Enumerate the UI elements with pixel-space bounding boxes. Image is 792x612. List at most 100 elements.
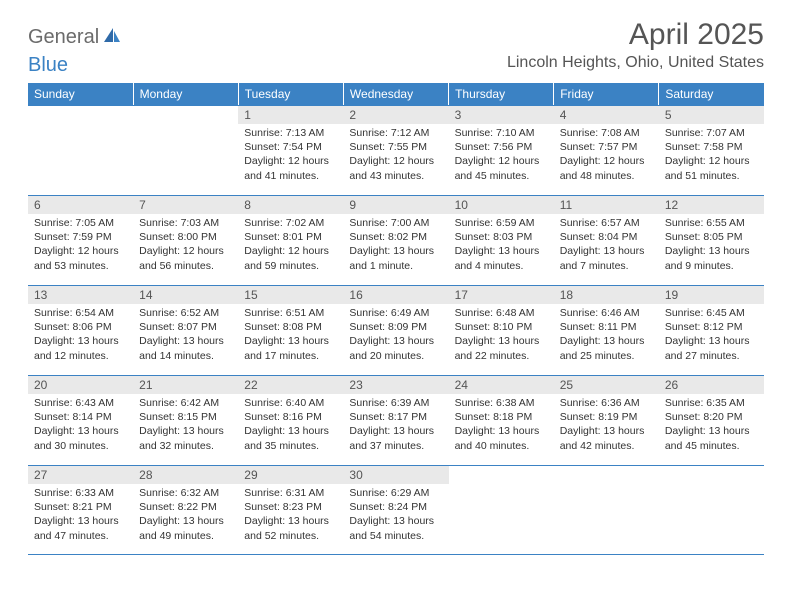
calendar-cell: 8Sunrise: 7:02 AMSunset: 8:01 PMDaylight… xyxy=(238,195,343,285)
day-details: Sunrise: 7:00 AMSunset: 8:02 PMDaylight:… xyxy=(343,214,448,277)
logo-text-general: General xyxy=(28,26,99,49)
day-cell: 8Sunrise: 7:02 AMSunset: 8:01 PMDaylight… xyxy=(238,195,343,285)
calendar-cell: 24Sunrise: 6:38 AMSunset: 8:18 PMDayligh… xyxy=(449,375,554,465)
day-sunset: Sunset: 8:05 PM xyxy=(665,230,758,244)
day-cell: 9Sunrise: 7:00 AMSunset: 8:02 PMDaylight… xyxy=(343,195,448,285)
day-details: Sunrise: 7:05 AMSunset: 7:59 PMDaylight:… xyxy=(28,214,133,277)
day-sunrise: Sunrise: 6:52 AM xyxy=(139,306,232,320)
calendar-cell xyxy=(28,105,133,195)
day-sunrise: Sunrise: 6:49 AM xyxy=(349,306,442,320)
day-daylight2: and 20 minutes. xyxy=(349,349,442,363)
day-daylight1: Daylight: 12 hours xyxy=(34,244,127,258)
day-number: 17 xyxy=(449,286,554,304)
day-daylight1: Daylight: 13 hours xyxy=(349,514,442,528)
calendar-cell: 11Sunrise: 6:57 AMSunset: 8:04 PMDayligh… xyxy=(554,195,659,285)
day-daylight2: and 32 minutes. xyxy=(139,439,232,453)
logo-sail-icon xyxy=(103,27,121,48)
calendar-cell: 13Sunrise: 6:54 AMSunset: 8:06 PMDayligh… xyxy=(28,285,133,375)
day-daylight2: and 53 minutes. xyxy=(34,259,127,273)
day-sunrise: Sunrise: 6:42 AM xyxy=(139,396,232,410)
day-daylight2: and 42 minutes. xyxy=(560,439,653,453)
day-sunset: Sunset: 8:17 PM xyxy=(349,410,442,424)
day-details: Sunrise: 6:31 AMSunset: 8:23 PMDaylight:… xyxy=(238,484,343,547)
day-sunrise: Sunrise: 6:31 AM xyxy=(244,486,337,500)
empty-cell xyxy=(28,105,133,195)
day-sunset: Sunset: 8:00 PM xyxy=(139,230,232,244)
day-details: Sunrise: 6:36 AMSunset: 8:19 PMDaylight:… xyxy=(554,394,659,457)
day-number: 21 xyxy=(133,376,238,394)
calendar-cell: 1Sunrise: 7:13 AMSunset: 7:54 PMDaylight… xyxy=(238,105,343,195)
day-number: 3 xyxy=(449,106,554,124)
day-sunset: Sunset: 7:54 PM xyxy=(244,140,337,154)
day-daylight1: Daylight: 13 hours xyxy=(455,244,548,258)
day-header: Friday xyxy=(554,83,659,105)
day-details: Sunrise: 6:46 AMSunset: 8:11 PMDaylight:… xyxy=(554,304,659,367)
day-details: Sunrise: 7:03 AMSunset: 8:00 PMDaylight:… xyxy=(133,214,238,277)
day-sunset: Sunset: 8:21 PM xyxy=(34,500,127,514)
day-number: 15 xyxy=(238,286,343,304)
day-cell: 11Sunrise: 6:57 AMSunset: 8:04 PMDayligh… xyxy=(554,195,659,285)
day-details: Sunrise: 7:12 AMSunset: 7:55 PMDaylight:… xyxy=(343,124,448,187)
day-sunset: Sunset: 8:01 PM xyxy=(244,230,337,244)
day-number: 5 xyxy=(659,106,764,124)
day-sunrise: Sunrise: 6:45 AM xyxy=(665,306,758,320)
day-daylight2: and 48 minutes. xyxy=(560,169,653,183)
day-sunset: Sunset: 7:55 PM xyxy=(349,140,442,154)
calendar-cell: 6Sunrise: 7:05 AMSunset: 7:59 PMDaylight… xyxy=(28,195,133,285)
day-sunrise: Sunrise: 7:10 AM xyxy=(455,126,548,140)
day-number: 7 xyxy=(133,196,238,214)
day-number: 1 xyxy=(238,106,343,124)
day-cell: 21Sunrise: 6:42 AMSunset: 8:15 PMDayligh… xyxy=(133,375,238,465)
day-sunrise: Sunrise: 6:57 AM xyxy=(560,216,653,230)
day-cell: 4Sunrise: 7:08 AMSunset: 7:57 PMDaylight… xyxy=(554,105,659,195)
day-number: 23 xyxy=(343,376,448,394)
day-details: Sunrise: 6:33 AMSunset: 8:21 PMDaylight:… xyxy=(28,484,133,547)
day-details: Sunrise: 6:48 AMSunset: 8:10 PMDaylight:… xyxy=(449,304,554,367)
day-sunset: Sunset: 8:12 PM xyxy=(665,320,758,334)
day-daylight1: Daylight: 13 hours xyxy=(455,334,548,348)
day-daylight1: Daylight: 13 hours xyxy=(455,424,548,438)
day-sunrise: Sunrise: 6:54 AM xyxy=(34,306,127,320)
day-sunset: Sunset: 8:15 PM xyxy=(139,410,232,424)
day-details: Sunrise: 6:49 AMSunset: 8:09 PMDaylight:… xyxy=(343,304,448,367)
day-sunrise: Sunrise: 7:07 AM xyxy=(665,126,758,140)
day-daylight2: and 47 minutes. xyxy=(34,529,127,543)
calendar-cell xyxy=(659,465,764,555)
day-details: Sunrise: 7:07 AMSunset: 7:58 PMDaylight:… xyxy=(659,124,764,187)
day-sunset: Sunset: 8:08 PM xyxy=(244,320,337,334)
day-daylight1: Daylight: 13 hours xyxy=(244,334,337,348)
day-daylight1: Daylight: 13 hours xyxy=(139,334,232,348)
calendar-cell: 20Sunrise: 6:43 AMSunset: 8:14 PMDayligh… xyxy=(28,375,133,465)
day-cell: 26Sunrise: 6:35 AMSunset: 8:20 PMDayligh… xyxy=(659,375,764,465)
day-header: Wednesday xyxy=(343,83,448,105)
calendar-header-row: Sunday Monday Tuesday Wednesday Thursday… xyxy=(28,83,764,105)
calendar-cell: 21Sunrise: 6:42 AMSunset: 8:15 PMDayligh… xyxy=(133,375,238,465)
calendar-cell: 9Sunrise: 7:00 AMSunset: 8:02 PMDaylight… xyxy=(343,195,448,285)
day-details: Sunrise: 7:10 AMSunset: 7:56 PMDaylight:… xyxy=(449,124,554,187)
day-daylight1: Daylight: 13 hours xyxy=(349,424,442,438)
calendar-week-row: 20Sunrise: 6:43 AMSunset: 8:14 PMDayligh… xyxy=(28,375,764,465)
day-sunrise: Sunrise: 7:05 AM xyxy=(34,216,127,230)
calendar-cell: 3Sunrise: 7:10 AMSunset: 7:56 PMDaylight… xyxy=(449,105,554,195)
calendar-cell: 14Sunrise: 6:52 AMSunset: 8:07 PMDayligh… xyxy=(133,285,238,375)
day-number: 20 xyxy=(28,376,133,394)
day-cell: 10Sunrise: 6:59 AMSunset: 8:03 PMDayligh… xyxy=(449,195,554,285)
calendar-week-row: 13Sunrise: 6:54 AMSunset: 8:06 PMDayligh… xyxy=(28,285,764,375)
day-number: 18 xyxy=(554,286,659,304)
calendar-cell: 30Sunrise: 6:29 AMSunset: 8:24 PMDayligh… xyxy=(343,465,448,555)
day-daylight2: and 40 minutes. xyxy=(455,439,548,453)
day-details: Sunrise: 6:38 AMSunset: 8:18 PMDaylight:… xyxy=(449,394,554,457)
calendar-cell: 10Sunrise: 6:59 AMSunset: 8:03 PMDayligh… xyxy=(449,195,554,285)
day-number: 9 xyxy=(343,196,448,214)
day-daylight2: and 35 minutes. xyxy=(244,439,337,453)
day-daylight1: Daylight: 13 hours xyxy=(139,514,232,528)
day-cell: 23Sunrise: 6:39 AMSunset: 8:17 PMDayligh… xyxy=(343,375,448,465)
day-daylight1: Daylight: 12 hours xyxy=(349,154,442,168)
day-sunrise: Sunrise: 6:40 AM xyxy=(244,396,337,410)
location-subtitle: Lincoln Heights, Ohio, United States xyxy=(507,54,764,72)
day-header: Monday xyxy=(133,83,238,105)
day-daylight2: and 37 minutes. xyxy=(349,439,442,453)
empty-cell xyxy=(449,465,554,555)
calendar-week-row: 27Sunrise: 6:33 AMSunset: 8:21 PMDayligh… xyxy=(28,465,764,555)
day-daylight1: Daylight: 12 hours xyxy=(139,244,232,258)
